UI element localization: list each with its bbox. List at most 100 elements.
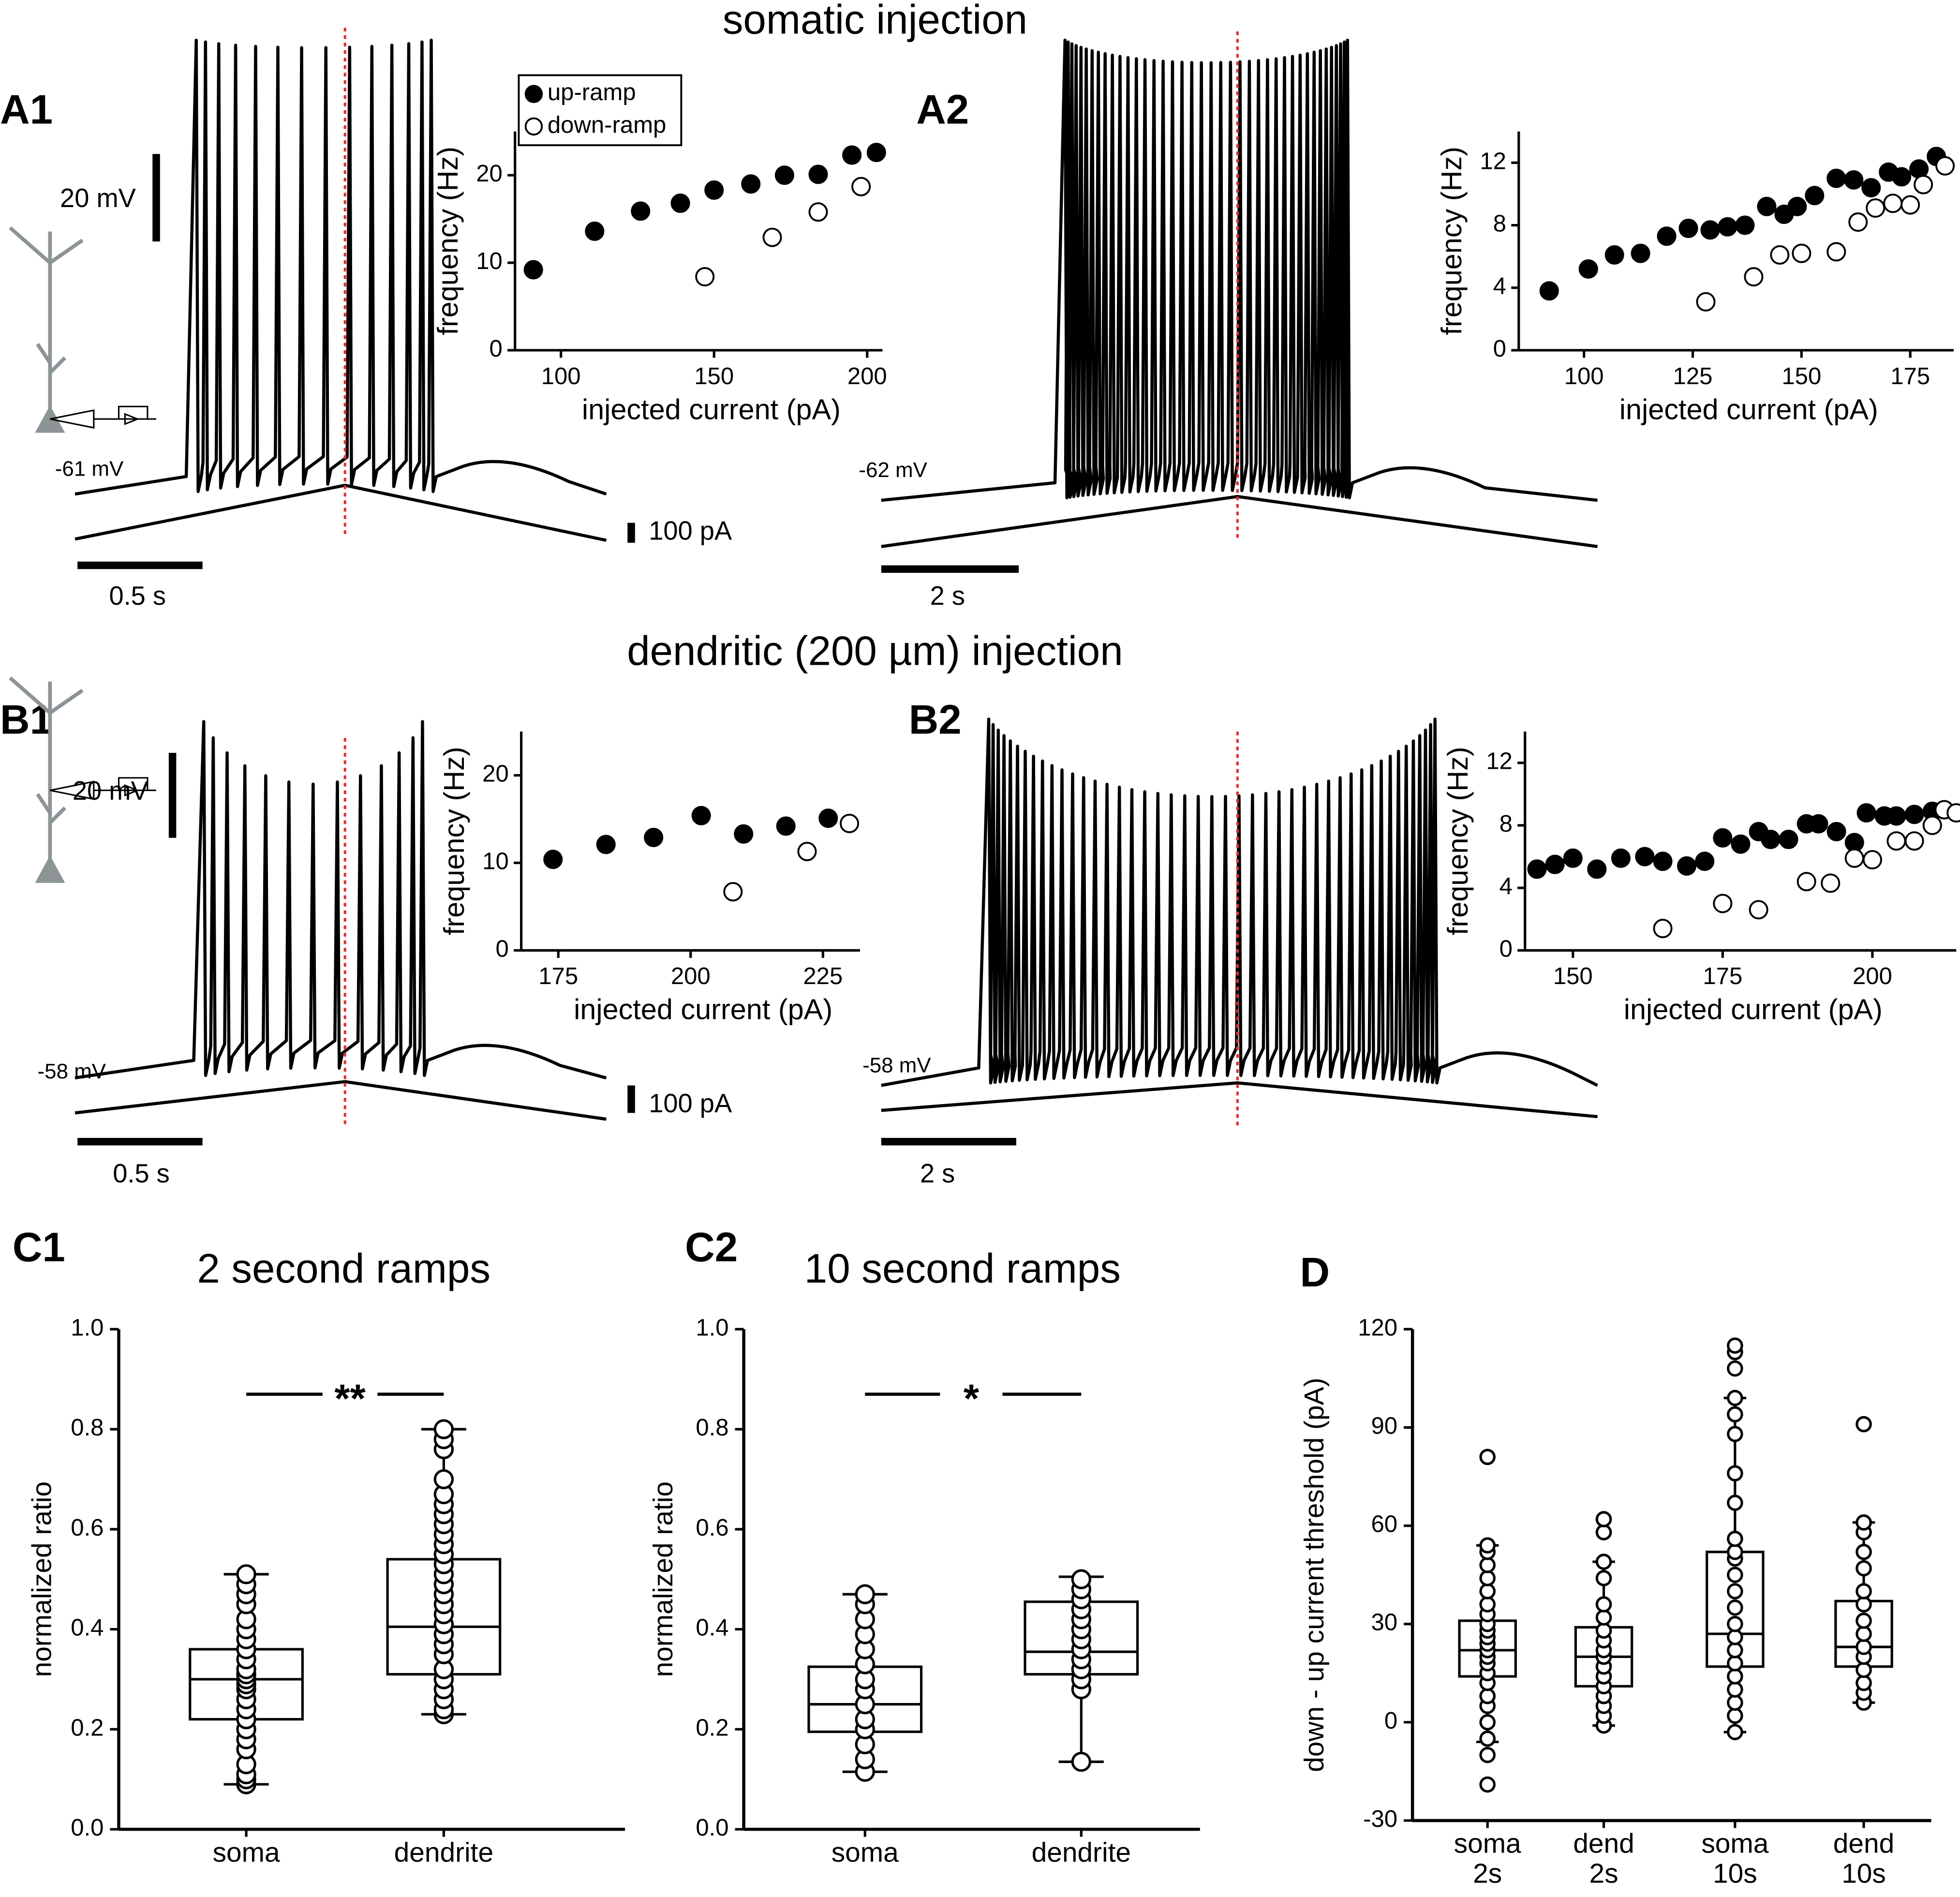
legend-label: up-ramp — [548, 79, 636, 105]
data-point — [1727, 1583, 1743, 1599]
y-axis-label: normalized ratio — [27, 1481, 57, 1677]
data-point — [691, 806, 711, 825]
rest-potential: -61 mV — [55, 457, 124, 481]
x-tick-label: dendrite — [1032, 1837, 1131, 1868]
data-point — [1578, 259, 1598, 279]
data-point — [1922, 815, 1942, 835]
data-point — [1727, 1707, 1743, 1724]
x-tick-label: 10s — [1713, 1859, 1757, 1889]
data-point — [1727, 1642, 1743, 1658]
data-point — [1757, 196, 1777, 216]
data-point — [1886, 831, 1906, 851]
legend-box — [518, 74, 683, 147]
voltage-trace — [74, 720, 607, 1080]
x-axis-label: injected current (pA) — [1624, 993, 1883, 1026]
x-tick-label: 150 — [1782, 363, 1821, 389]
y-tick-label: 60 — [1371, 1511, 1398, 1538]
y-tick-label: 90 — [1371, 1413, 1398, 1439]
data-point — [1866, 198, 1886, 218]
data-point — [1071, 1751, 1091, 1772]
legend-marker — [524, 117, 543, 136]
y-tick-label: 0.8 — [696, 1415, 728, 1441]
x-tick-label: 2s — [1473, 1859, 1502, 1889]
data-point — [1779, 830, 1798, 850]
electrode — [50, 777, 157, 800]
data-point — [808, 202, 828, 222]
data-point — [543, 850, 563, 869]
data-point — [1892, 167, 1912, 187]
data-point — [1727, 1337, 1743, 1354]
y-tick-label: 12 — [1480, 148, 1506, 174]
x-tick-label: 125 — [1673, 363, 1713, 389]
y-tick-label: -30 — [1363, 1806, 1397, 1832]
data-point — [1631, 243, 1650, 263]
x-tick-label: 225 — [803, 963, 843, 989]
data-point — [1856, 1613, 1872, 1629]
data-point — [236, 1564, 256, 1584]
data-point — [1856, 803, 1876, 823]
data-point — [855, 1584, 875, 1604]
data-point — [1479, 1583, 1496, 1599]
neuron-soma — [35, 855, 65, 883]
data-point — [1677, 856, 1697, 876]
x-tick-label: soma — [1701, 1829, 1768, 1859]
legend-marker — [524, 85, 543, 103]
data-point — [1844, 848, 1864, 868]
data-point — [818, 808, 838, 828]
y-tick-label: 0 — [490, 336, 503, 362]
data-point — [1479, 1730, 1496, 1747]
data-point — [1727, 1724, 1743, 1740]
data-point — [1563, 848, 1583, 868]
data-point — [840, 814, 860, 834]
y-tick-label: 0.2 — [71, 1715, 104, 1741]
y-tick-label: 20 — [476, 161, 503, 187]
x-tick-label: dendrite — [394, 1837, 493, 1868]
y-tick-label: 0.8 — [71, 1415, 104, 1441]
y-tick-label: 0.6 — [696, 1515, 728, 1541]
electrode — [50, 405, 157, 429]
y-tick-label: 0.2 — [696, 1715, 728, 1741]
data-point — [1611, 848, 1631, 868]
y-axis-label: frequency (Hz) — [438, 747, 470, 935]
x-tick-label: 100 — [1564, 363, 1604, 389]
data-point — [1856, 1514, 1872, 1531]
data-point — [1479, 1449, 1496, 1465]
data-point — [797, 841, 817, 861]
data-point — [1595, 1553, 1612, 1570]
significance: ** — [334, 1376, 366, 1421]
data-point — [1856, 1596, 1872, 1613]
x-tick-label: soma — [1454, 1829, 1521, 1859]
data-point — [1479, 1596, 1496, 1613]
data-point — [1479, 1688, 1496, 1704]
x-axis-label: injected current (pA) — [1619, 393, 1878, 425]
data-point — [1862, 850, 1882, 870]
y-tick-label: 0.6 — [71, 1515, 104, 1541]
voltage-trace — [881, 38, 1598, 502]
y-tick-label: 12 — [1486, 748, 1513, 775]
data-point — [1595, 1596, 1612, 1613]
data-point — [1635, 847, 1655, 866]
current-trace — [881, 1081, 1598, 1119]
data-point — [1479, 1714, 1496, 1731]
data-point — [1653, 851, 1673, 871]
data-point — [1809, 814, 1828, 834]
data-point — [1479, 1570, 1496, 1586]
time-scale-label: 2 s — [920, 1159, 955, 1188]
time-scale-label: 0.5 s — [113, 1159, 170, 1188]
data-point — [1595, 1570, 1612, 1586]
panel-label: B1 — [0, 697, 53, 743]
y-tick-label: 8 — [1493, 211, 1506, 237]
current-scale-label: 100 pA — [649, 1089, 732, 1118]
y-tick-label: 0.4 — [696, 1615, 728, 1641]
x-tick-label: 150 — [1553, 963, 1593, 989]
data-point — [1735, 215, 1755, 235]
data-point — [1696, 292, 1716, 312]
data-point — [1539, 281, 1559, 301]
chart-title: 2 second ramps — [197, 1246, 490, 1292]
y-tick-label: 10 — [482, 848, 509, 874]
data-point — [1727, 1426, 1743, 1442]
data-point — [1727, 1567, 1743, 1583]
data-point — [1545, 854, 1565, 874]
data-point — [433, 1419, 454, 1439]
